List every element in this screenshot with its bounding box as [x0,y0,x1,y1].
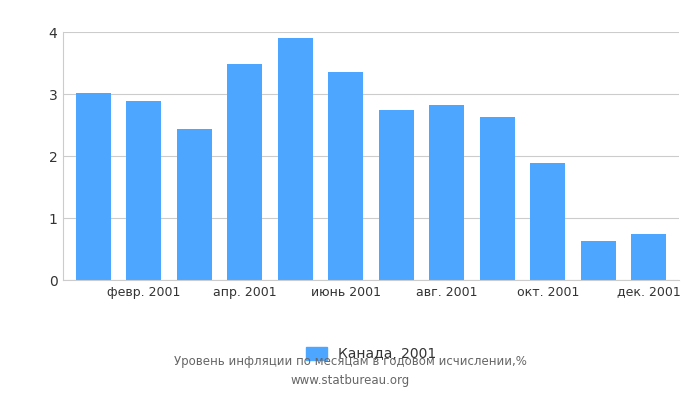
Bar [278,38,313,280]
Bar [480,117,515,280]
Bar [176,129,212,280]
Legend: Канада, 2001: Канада, 2001 [300,342,442,367]
Bar [530,163,566,280]
Bar [328,72,363,280]
Bar [631,234,666,280]
Text: www.statbureau.org: www.statbureau.org [290,374,410,387]
Bar [126,101,162,280]
Text: Уровень инфляции по месяцам в годовом исчислении,%: Уровень инфляции по месяцам в годовом ис… [174,356,526,368]
Bar [227,64,262,280]
Bar [429,104,464,280]
Bar [379,110,414,280]
Bar [76,93,111,280]
Bar [580,241,616,280]
